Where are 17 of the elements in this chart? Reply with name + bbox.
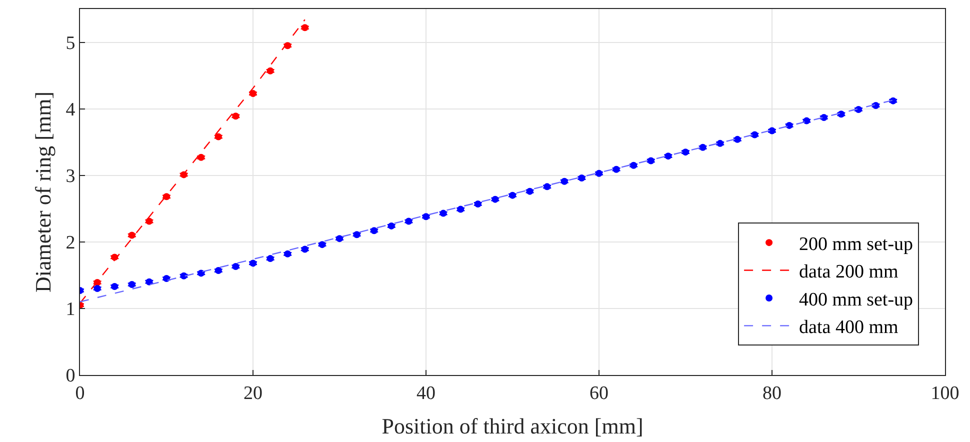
x-tick-label: 40 <box>416 382 436 404</box>
y-tick-label: 5 <box>66 32 76 54</box>
y-tick-label: 0 <box>66 366 76 387</box>
legend-label: data 400 mm <box>799 317 898 338</box>
y-tick-label: 2 <box>66 232 76 254</box>
legend-label: 400 mm set-up <box>799 289 914 310</box>
y-tick-label: 1 <box>66 299 76 320</box>
x-tick-label: 60 <box>590 382 608 404</box>
y-tick-label: 3 <box>66 166 76 188</box>
x-axis-title: Position of third axicon [mm] <box>382 414 644 439</box>
legend-label: data 200 mm <box>799 262 898 283</box>
x-tick-label: 80 <box>762 382 782 404</box>
y-tick-label: 4 <box>66 99 76 120</box>
x-tick-label: 100 <box>930 382 960 404</box>
y-axis-title: Diameter of ring [mm] <box>30 92 56 292</box>
x-tick-label: 20 <box>244 382 262 404</box>
legend-label: 200 mm set-up <box>799 234 914 255</box>
